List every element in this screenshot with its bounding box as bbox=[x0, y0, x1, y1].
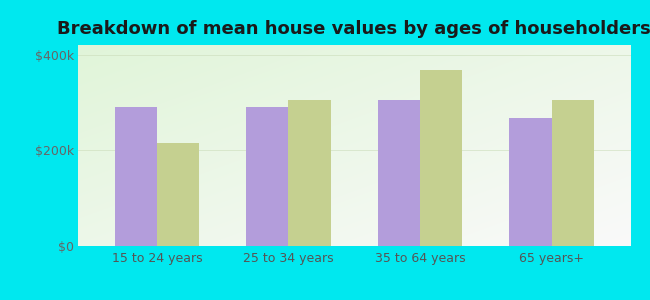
Bar bbox=[289, 100, 331, 246]
Bar bbox=[246, 107, 289, 246]
Bar bbox=[157, 143, 199, 246]
Bar bbox=[552, 100, 593, 246]
Bar bbox=[115, 107, 157, 246]
Bar bbox=[420, 70, 462, 246]
Bar bbox=[378, 100, 420, 246]
Title: Breakdown of mean house values by ages of householders: Breakdown of mean house values by ages o… bbox=[57, 20, 650, 38]
Bar bbox=[510, 118, 552, 246]
